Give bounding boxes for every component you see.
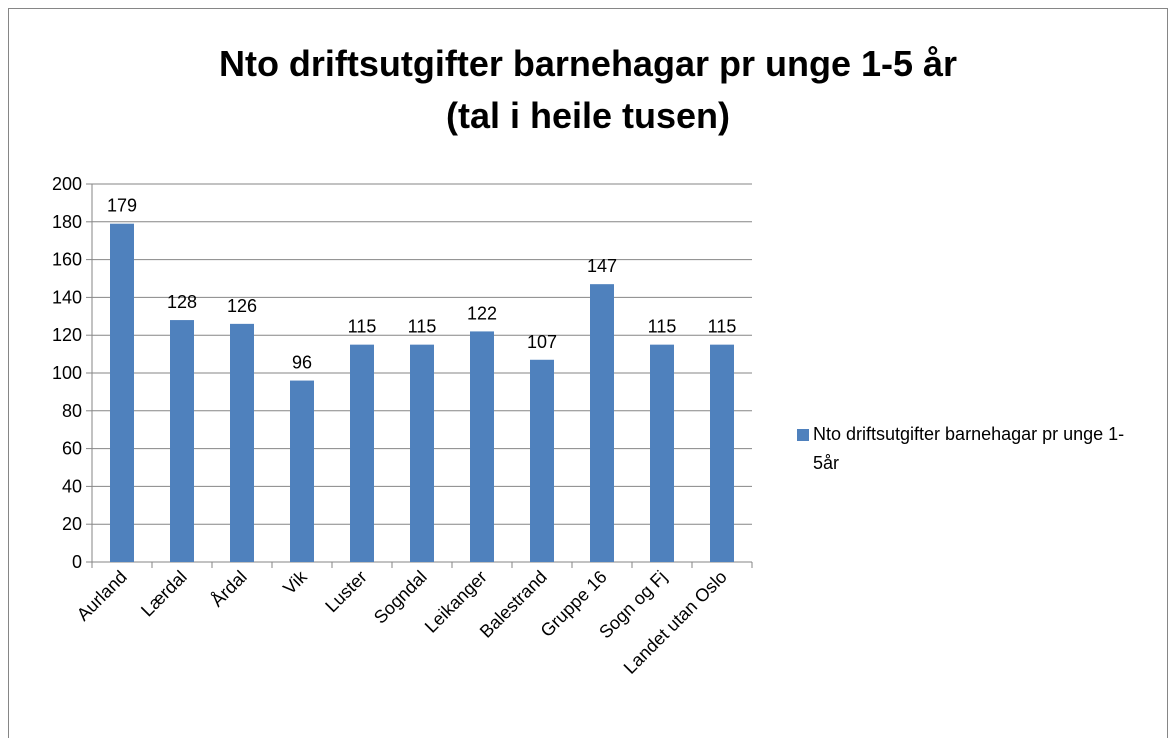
bar	[410, 344, 434, 562]
y-tick-label: 40	[62, 476, 82, 496]
data-label: 107	[527, 332, 557, 352]
data-label: 122	[467, 303, 497, 323]
bar	[650, 344, 674, 562]
x-tick-label: Årdal	[207, 567, 251, 611]
bar	[110, 223, 134, 562]
y-tick-label: 180	[52, 212, 82, 232]
chart-title: Nto driftsutgifter barnehagar pr unge 1-…	[219, 43, 957, 84]
x-tick-label: Vik	[279, 566, 311, 598]
bar	[590, 284, 614, 562]
bar	[170, 320, 194, 562]
data-label: 115	[708, 317, 737, 337]
y-tick-label: 0	[72, 552, 82, 572]
y-tick-label: 200	[52, 174, 82, 194]
data-label: 126	[227, 296, 257, 316]
bar	[350, 344, 374, 562]
y-tick-label: 80	[62, 401, 82, 421]
bar	[530, 359, 554, 562]
bar	[710, 344, 734, 562]
chart-border	[8, 8, 1168, 738]
y-tick-label: 20	[62, 514, 82, 534]
x-tick-label: Lærdal	[137, 567, 191, 621]
y-tick-label: 60	[62, 439, 82, 459]
data-label: 115	[348, 317, 377, 337]
data-label: 115	[408, 317, 437, 337]
data-label: 128	[167, 292, 197, 312]
bar	[230, 323, 254, 562]
y-tick-label: 160	[52, 250, 82, 270]
y-tick-label: 140	[52, 287, 82, 307]
y-tick-label: 120	[52, 325, 82, 345]
legend-swatch	[797, 429, 809, 441]
chart-title: (tal i heile tusen)	[446, 95, 730, 136]
legend-label: Nto driftsutgifter barnehagar pr unge 1-…	[813, 424, 1125, 473]
bar	[470, 331, 494, 562]
x-tick-label: Landet utan Oslo	[620, 567, 731, 678]
data-label: 115	[648, 317, 677, 337]
x-tick-label: Luster	[321, 567, 371, 617]
x-tick-label: Aurland	[73, 567, 131, 625]
x-tick-label: Sogndal	[370, 567, 431, 628]
data-label: 147	[587, 256, 617, 276]
y-tick-label: 100	[52, 363, 82, 383]
legend: Nto driftsutgifter barnehagar pr unge 1-…	[797, 420, 1147, 478]
data-label: 96	[292, 353, 312, 373]
data-label: 179	[107, 196, 137, 216]
bar	[290, 380, 314, 562]
